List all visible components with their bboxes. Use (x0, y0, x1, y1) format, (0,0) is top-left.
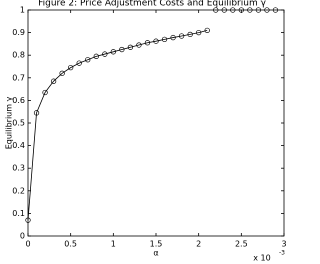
x-tick-label: 1 (111, 240, 116, 249)
y-tick-label: 0.3 (12, 164, 25, 173)
y-tick-label: 0.2 (12, 186, 25, 195)
data-point (153, 38, 159, 44)
x-tick-label: 2.5 (235, 240, 248, 249)
data-point (59, 70, 65, 76)
data-point (161, 36, 168, 43)
data-point (68, 64, 74, 71)
data-point (196, 29, 202, 36)
data-point (204, 27, 210, 33)
data-point (119, 46, 125, 53)
data-point (33, 110, 40, 116)
x-tick-label: 2 (196, 240, 201, 249)
data-point (255, 7, 262, 13)
chart-title: Figure 2: Price Adjustment Costs and Equ… (38, 0, 267, 9)
x-multiplier: x 10 (253, 254, 270, 263)
data-point (110, 49, 116, 55)
data-line (27, 29, 208, 221)
y-tick-label: 0.9 (12, 28, 25, 37)
y-tick-label: 1 (20, 6, 25, 15)
x-tick-label: 3 (281, 240, 286, 249)
y-tick-label: 0.7 (12, 73, 25, 82)
y-tick-label: 0 (20, 232, 25, 241)
y-tick-label: 0.1 (12, 209, 25, 218)
data-point (187, 31, 193, 38)
data-point (136, 42, 142, 48)
data-point (178, 33, 185, 39)
data-point (144, 40, 151, 46)
y-tick-label: 0.4 (12, 141, 25, 150)
x-axis-label: α (153, 249, 158, 258)
data-point (85, 57, 91, 63)
x-tick-label: 0 (25, 240, 30, 249)
x-multiplier-exponent: -3 (279, 250, 285, 257)
data-point (93, 53, 99, 59)
data-point (25, 217, 31, 223)
y-tick-label: 0.6 (12, 96, 25, 105)
data-point (213, 7, 219, 13)
y-tick-label: 0.8 (12, 51, 25, 60)
chart: Figure 2: Price Adjustment Costs and Equ… (5, 0, 287, 263)
data-point (221, 7, 227, 13)
data-point (50, 78, 57, 84)
data-point (127, 44, 134, 50)
data-point (76, 60, 82, 66)
data-point (170, 34, 176, 41)
data-point (42, 89, 48, 96)
y-axis-label: Equilibrium γ (5, 96, 14, 149)
plot-frame (27, 9, 285, 237)
data-point (238, 7, 244, 13)
x-tick-label: 1.5 (150, 240, 163, 249)
data-point (272, 7, 279, 13)
data-point (230, 7, 236, 13)
x-tick-label: 0.5 (64, 240, 77, 249)
y-tick-label: 0.5 (12, 119, 25, 128)
data-point (102, 51, 108, 57)
data-point (264, 7, 270, 13)
data-point (247, 7, 253, 13)
